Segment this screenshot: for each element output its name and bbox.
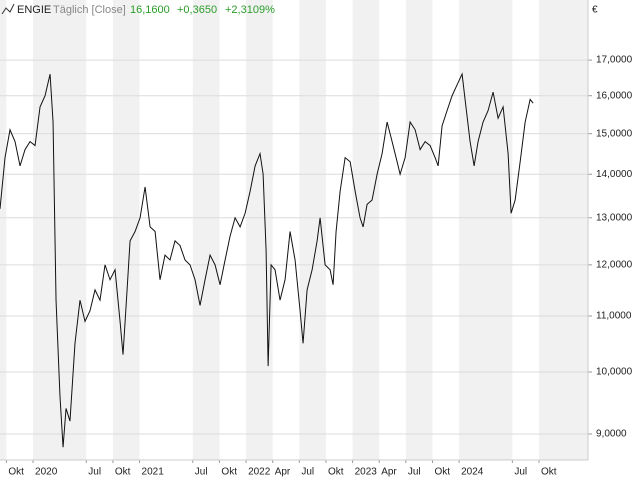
y-tick-label: 12,0000: [596, 259, 633, 270]
y-tick-label: 10,0000: [596, 367, 633, 378]
band: [299, 0, 326, 460]
x-tick-label: Okt: [328, 467, 344, 478]
band: [405, 0, 433, 460]
currency: €: [592, 5, 598, 16]
y-tick-label: 11,0000: [596, 311, 632, 322]
change-pct: +2,3109%: [225, 4, 275, 16]
x-tick-label: Apr: [275, 467, 291, 478]
x-tick-label: Jul: [408, 467, 421, 478]
chart-subtitle: Täglich [Close]: [53, 4, 126, 16]
price-line: [0, 72, 534, 448]
y-tick-label: 14,0000: [596, 169, 633, 180]
x-tick-label: Okt: [8, 467, 24, 478]
y-tick-label: 9,0000: [596, 429, 627, 440]
last-price: 16,1600: [130, 4, 170, 16]
axis-panel: [588, 0, 640, 480]
band: [352, 0, 380, 460]
x-tick-label: Okt: [221, 467, 237, 478]
x-tick-label: Jul: [301, 467, 314, 478]
axis-panel: [0, 460, 640, 480]
band: [0, 0, 7, 460]
band: [459, 0, 513, 460]
x-tick-label: Okt: [115, 467, 131, 478]
band: [246, 0, 273, 460]
x-tick-label: 2021: [142, 467, 165, 478]
x-tick-label: Apr: [381, 467, 397, 478]
band: [192, 0, 220, 460]
x-tick-label: 2022: [248, 467, 271, 478]
change: +0,3650: [177, 4, 217, 16]
x-tick-label: 2020: [35, 467, 58, 478]
x-tick-label: 2024: [461, 467, 484, 478]
chart-title: ENGIE: [17, 4, 51, 16]
y-tick-label: 15,0000: [596, 128, 633, 139]
x-tick-label: Okt: [541, 467, 557, 478]
x-tick-label: 2023: [355, 467, 378, 478]
y-tick-label: 16,0000: [596, 90, 633, 101]
x-tick-label: Jul: [514, 467, 527, 478]
band: [539, 0, 588, 460]
chart-icon: [1, 3, 15, 15]
y-tick-label: 17,0000: [596, 55, 633, 66]
x-tick-label: Jul: [195, 467, 208, 478]
x-tick-label: Jul: [88, 467, 101, 478]
x-tick-label: Okt: [434, 467, 450, 478]
y-tick-label: 13,0000: [596, 212, 633, 223]
